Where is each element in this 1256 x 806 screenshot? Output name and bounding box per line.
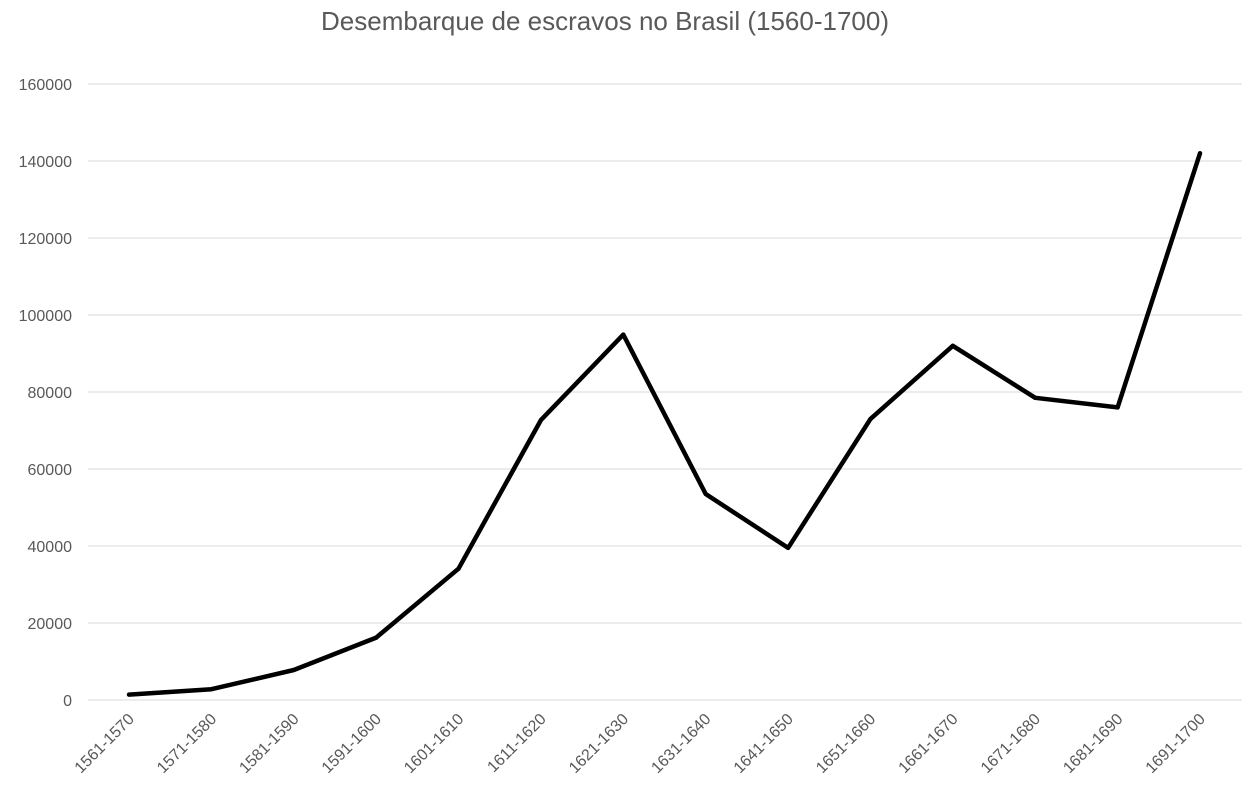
data-point	[209, 687, 214, 692]
x-tick-label: 1671-1680	[978, 711, 1044, 777]
data-point	[127, 692, 131, 697]
x-tick-label: 1651-1660	[813, 711, 879, 777]
y-tick-label: 40000	[28, 539, 73, 556]
x-tick-label: 1591-1600	[319, 711, 385, 777]
data-point	[374, 635, 379, 640]
x-tick-label: 1561-1570	[72, 711, 138, 777]
x-tick-label: 1631-1640	[648, 711, 714, 777]
y-tick-label: 80000	[28, 385, 73, 402]
x-tick-label: 1641-1650	[731, 711, 797, 777]
data-point	[868, 416, 873, 421]
data-point	[456, 566, 461, 571]
x-tick-label: 1601-1610	[401, 711, 467, 777]
data-point	[786, 545, 791, 550]
y-tick-label: 20000	[28, 616, 73, 633]
data-point	[291, 667, 296, 672]
grid-layer	[88, 83, 1242, 701]
y-tick-label: 100000	[19, 308, 72, 325]
y-tick-label: 160000	[19, 77, 72, 94]
x-tick-label: 1581-1590	[236, 711, 302, 777]
data-point	[621, 332, 626, 337]
data-point	[703, 492, 708, 497]
y-axis-ticks: 0 20000 40000 60000 80000 100000 120000 140000 1…	[19, 77, 72, 710]
series-line-0	[126, 151, 1203, 697]
x-tick-label: 1661-1670	[896, 711, 962, 777]
x-axis-ticks: 1561-1570 1571-1580 1581-1590 1591-1600 1601…	[72, 711, 1209, 777]
data-point	[1115, 405, 1120, 410]
chart-title: Desembarque de escravos no Brasil (1560-…	[321, 6, 889, 36]
x-tick-label: 1681-1690	[1060, 711, 1126, 777]
x-tick-label: 1571-1580	[154, 711, 220, 777]
data-point	[1033, 395, 1038, 400]
data-point	[538, 418, 543, 423]
y-tick-label: 60000	[28, 462, 73, 479]
data-point	[1198, 151, 1202, 156]
x-tick-label: 1621-1630	[566, 711, 632, 777]
x-tick-label: 1611-1620	[484, 711, 549, 776]
y-tick-label: 120000	[19, 231, 72, 248]
data-point	[950, 343, 955, 348]
x-tick-label: 1691-1700	[1143, 711, 1209, 777]
series-layer	[126, 151, 1203, 697]
y-tick-label: 140000	[19, 154, 72, 171]
y-tick-label: 0	[63, 693, 72, 710]
